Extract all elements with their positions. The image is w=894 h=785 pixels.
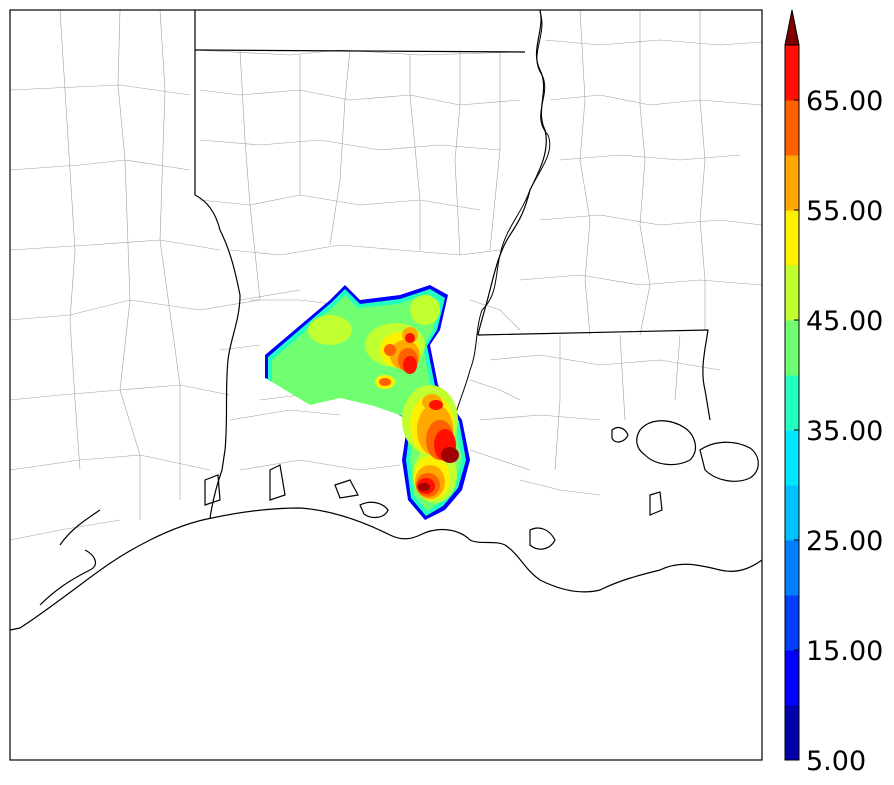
map-frame: [9, 9, 763, 761]
colorbar-tick-label: 45.00: [806, 306, 883, 337]
colorbar-segment: [785, 100, 799, 156]
colorbar: 5.00 15.00 25.00 35.00 45.00 55.00 65.00: [784, 9, 883, 777]
colorbar-arrow-outline: [784, 9, 800, 46]
colorbar-tick-label: 15.00: [806, 636, 883, 667]
colorbar-segment: [785, 375, 799, 431]
colorbar-tick-label: 55.00: [806, 196, 883, 227]
county-boundaries: [10, 10, 762, 541]
colorbar-segment: [785, 430, 799, 486]
river: [451, 11, 551, 431]
colorbar-segment: [785, 595, 799, 651]
rainfall-field: [265, 285, 470, 520]
colorbar-outline: [784, 44, 800, 761]
colorbar-extend-arrow: [785, 10, 799, 45]
colorbar-segment: [785, 650, 799, 706]
colorbar-segment: [785, 705, 799, 761]
contour-level-9: [418, 447, 459, 491]
colorbar-segment: [785, 320, 799, 376]
colorbar-segments: [785, 45, 799, 761]
colorbar-segment: [785, 210, 799, 266]
colorbar-tick-label: 65.00: [806, 86, 883, 117]
colorbar-segment: [785, 45, 799, 101]
colorbar-tick-label: 35.00: [806, 416, 883, 447]
colorbar-ticks: [794, 99, 799, 761]
map-panel: [10, 10, 762, 760]
colorbar-tick-labels: 5.00 15.00 25.00 35.00 45.00 55.00 65.00: [806, 86, 883, 777]
colorbar-segment: [785, 485, 799, 541]
colorbar-tick-label: 5.00: [806, 746, 866, 777]
colorbar-segment: [785, 540, 799, 596]
colorbar-segment: [785, 265, 799, 321]
colorbar-segment: [785, 155, 799, 211]
coastline: [10, 420, 762, 631]
state-borders: [194, 10, 711, 519]
contour-level-8: [403, 333, 456, 494]
colorbar-tick-label: 25.00: [806, 526, 883, 557]
